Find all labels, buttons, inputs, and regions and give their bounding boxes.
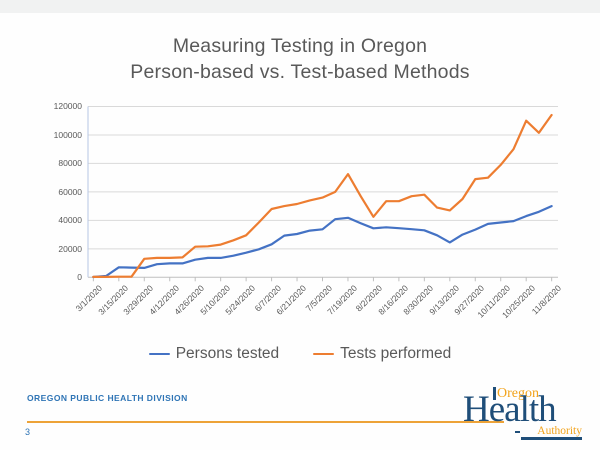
y-axis-tick-label: 20000 <box>58 243 82 254</box>
y-axis-tick-label: 120000 <box>53 101 82 112</box>
title-line-1: Measuring Testing in Oregon <box>172 35 428 57</box>
logo-underline-bar <box>521 437 582 440</box>
logo-authority-dash <box>515 431 520 433</box>
series-line-tests-performed <box>92 113 553 278</box>
y-axis-tick-label: 100000 <box>53 129 82 140</box>
legend-line-swatch <box>148 352 170 356</box>
slide-title: Measuring Testing in Oregon Person-based… <box>0 33 600 85</box>
top-margin-band <box>0 0 600 13</box>
logo-oregon-text: Oregon <box>497 386 539 401</box>
chart-legend: Persons tested Tests performed <box>0 345 600 363</box>
y-axis-tick-label: 40000 <box>58 215 82 226</box>
title-line-2: Person-based vs. Test-based Methods <box>130 61 470 83</box>
legend-item: Persons tested <box>148 345 280 363</box>
y-axis-tick-label: 0 <box>77 272 82 283</box>
y-axis-tick-label: 60000 <box>58 186 82 197</box>
legend-item: Tests performed <box>313 345 451 363</box>
slide-page-number: 3 <box>25 427 31 437</box>
legend-label: Tests performed <box>340 345 452 362</box>
y-axis-tick-label: 80000 <box>58 158 82 169</box>
logo-bracket <box>493 387 496 400</box>
legend-label: Persons tested <box>175 345 280 362</box>
logo-orange-dash <box>457 421 468 423</box>
logo-health-text: Health <box>463 389 557 430</box>
footer-divider-line <box>27 421 504 423</box>
oregon-health-authority-logo: Oregon Health Authority <box>457 386 582 442</box>
legend-line-swatch <box>313 352 335 356</box>
logo-authority-text: Authority <box>537 425 582 437</box>
footer-division-label: OREGON PUBLIC HEALTH DIVISION <box>27 393 188 403</box>
series-line-persons-tested <box>92 205 553 279</box>
